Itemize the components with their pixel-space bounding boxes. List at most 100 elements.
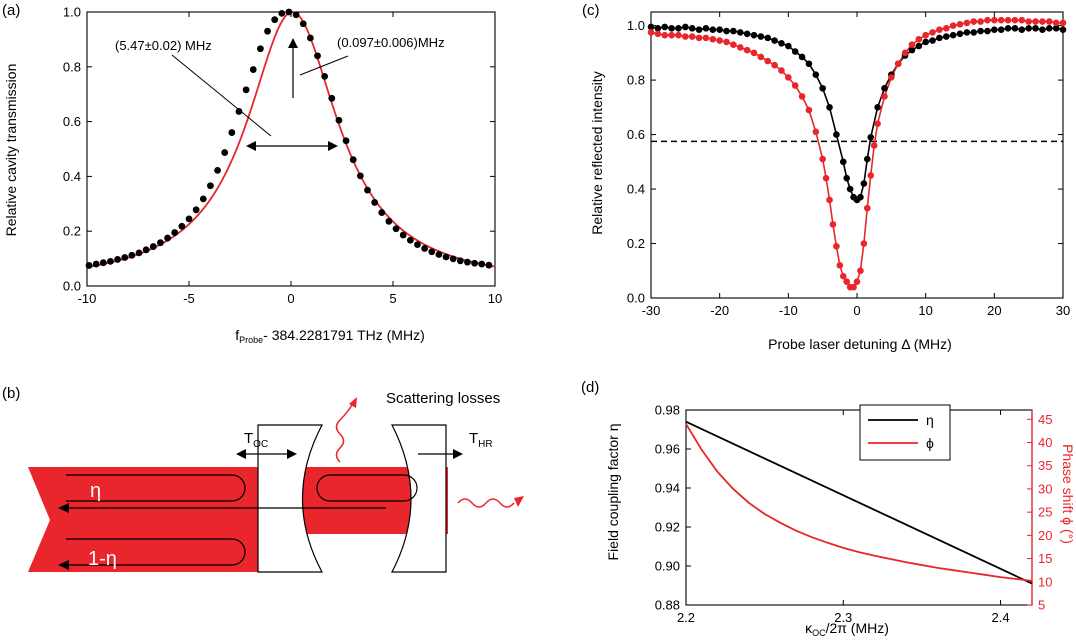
x-tick-label: -30 (642, 303, 661, 318)
reflected-arrow-head (58, 503, 69, 513)
red-reflection-point (1018, 16, 1026, 24)
black-reflection-point (805, 60, 813, 68)
black-reflection-point (1039, 26, 1046, 34)
red-reflection-point (888, 74, 895, 81)
black-reflection-point (864, 155, 871, 163)
panel-a-transmission-chart: (a) -10 -5 0 5 10 0.0 0.2 0.4 0.6 0.8 1.0 (5.47±0.… (2, 2, 502, 345)
transmitted-photon-wave (457, 498, 515, 508)
y-tick-label: 0.4 (63, 169, 81, 184)
y-right-tick-label: 45 (1038, 412, 1052, 427)
black-reflection-point (977, 27, 984, 35)
red-reflection-point (829, 221, 837, 228)
plot-frame (650, 11, 1064, 299)
one-minus-eta-label: 1-η (88, 548, 117, 570)
panel-c-xlabel: Probe laser detuning Δ (MHz) (768, 336, 952, 352)
x-tick-label: 10 (918, 303, 932, 318)
transmission-point (321, 72, 329, 80)
panel-c-reflection-chart: (c) -30 -20 -10 0 10 20 30 0.0 0.2 0.4 0.6 0.8 1.0 R… (582, 2, 1070, 352)
panel-c-data-points (647, 16, 1067, 291)
black-reflection-point (1004, 25, 1012, 32)
transmission-point (92, 260, 100, 268)
black-reflection-point (764, 34, 772, 42)
x-tick-label: 0 (853, 303, 860, 318)
red-reflection-point (819, 155, 826, 163)
transmission-point (142, 246, 150, 254)
y-tick-label: 0.92 (655, 520, 680, 535)
black-reflection-point (1059, 26, 1067, 34)
transmission-point (178, 222, 186, 230)
y-right-tick-label: 25 (1038, 505, 1052, 520)
offset-arrow-head (288, 38, 298, 48)
scattering-losses-label: Scattering losses (386, 390, 500, 407)
black-reflection-point (956, 30, 964, 38)
transmission-point (285, 8, 293, 16)
offset-annotation: (0.097±0.006)MHz (337, 35, 445, 50)
panel-d-legend: η ϕ (859, 404, 951, 461)
transmission-point (221, 149, 229, 156)
output-coupler-mirror (257, 424, 324, 573)
red-reflection-point (661, 31, 669, 39)
phase-shift-line (685, 423, 1033, 582)
black-reflection-point (675, 25, 682, 32)
toc-arrow-right-head (287, 449, 297, 459)
y-tick-label: 0.0 (627, 291, 645, 306)
panel-d-ylabel: Field coupling factor η (605, 424, 621, 561)
red-reflection-point (1039, 18, 1046, 25)
x-tick-label: -20 (710, 303, 729, 318)
red-reflection-point (970, 18, 978, 25)
red-reflection-point (688, 33, 696, 40)
transmission-point (107, 257, 114, 265)
y-tick-label: 0.2 (63, 224, 81, 239)
fwhm-arrow-right-head (328, 141, 338, 151)
red-reflection-point (864, 204, 871, 212)
red-reflection-point (682, 33, 689, 40)
transmission-point (478, 260, 486, 268)
black-reflection-point (881, 84, 888, 92)
black-reflection-point (1018, 26, 1026, 34)
black-reflection-point (750, 31, 758, 39)
red-reflection-point (1045, 18, 1053, 25)
linewidth-annotation: (5.47±0.02) MHz (115, 38, 212, 53)
panel-a-axes: -10 -5 0 5 10 0.0 0.2 0.4 0.6 0.8 1.0 (63, 5, 502, 307)
y-tick-label: 0.90 (655, 559, 680, 574)
y-tick-label: 0.6 (63, 114, 81, 129)
thr-arrow-head (453, 449, 463, 459)
red-reflection-point (702, 34, 710, 42)
red-reflection-point (826, 196, 833, 204)
black-reflection-point (709, 26, 717, 34)
red-reflection-point (874, 120, 881, 127)
y-tick-label: 0.96 (655, 442, 680, 457)
panel-c-curves (650, 19, 1064, 288)
offset-leader (299, 55, 349, 76)
red-reflection-point (1004, 16, 1012, 24)
panel-a-ylabel: Relative cavity transmission (3, 64, 19, 237)
fwhm-arrow-left-head (246, 141, 256, 151)
thr-label: THR (469, 430, 493, 450)
black-reflection-point (936, 34, 943, 42)
red-reflection-point (785, 74, 792, 81)
black-reflection-point (757, 33, 765, 40)
transmission-point (99, 259, 107, 267)
black-reflection-point (688, 25, 696, 32)
transmission-point (185, 215, 193, 223)
transmission-point (199, 195, 207, 203)
black-reflection-point (867, 133, 875, 141)
transmission-point (121, 254, 129, 261)
red-reflection-point (915, 35, 923, 43)
red-reflection-point (853, 278, 861, 285)
y-right-tick-label: 20 (1038, 528, 1052, 543)
legend-eta-label: η (926, 412, 934, 428)
transmission-point (249, 66, 257, 73)
cavity-loop (316, 474, 418, 502)
transmission-point (342, 137, 350, 145)
red-reflection-point (695, 34, 703, 42)
black-reflection-point (1045, 25, 1053, 32)
black-reflection-point (798, 53, 806, 61)
red-reflection-point (997, 16, 1005, 24)
transmitted-photon-head (514, 496, 524, 507)
black-reflection-point (963, 29, 971, 36)
black-reflection-point (736, 29, 744, 36)
red-reflection-line (650, 19, 1063, 288)
transmission-point (364, 186, 371, 194)
plot-frame (86, 11, 496, 287)
